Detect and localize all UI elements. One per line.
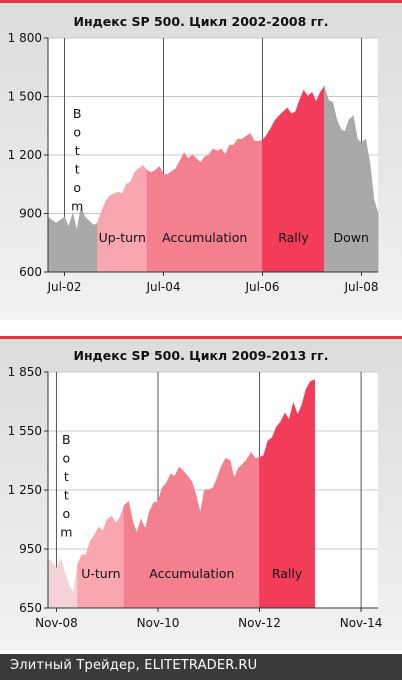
chart-title: Индекс SP 500. Цикл 2009-2013 гг. (74, 348, 329, 363)
phase-label-accumulation: Accumulation (162, 230, 247, 245)
chart-2002-2008: Индекс SP 500. Цикл 2002-2008 гг. B o t t o m U… (0, 0, 402, 320)
area-segment-rally (262, 85, 325, 273)
x-tick-label: Jul-08 (343, 280, 378, 294)
area-segment-up-turn (97, 165, 148, 273)
y-tick-label: 1 550 (8, 424, 42, 438)
x-tick-label: Nov-10 (137, 616, 180, 630)
x-tick-label: Jul-06 (244, 280, 279, 294)
x-tick-label: Nov-12 (238, 616, 281, 630)
phase-label-down: Down (333, 230, 368, 245)
x-tick-label: Jul-02 (46, 280, 81, 294)
accent-line (0, 0, 402, 3)
area-segment-rally (259, 379, 315, 609)
chart-title: Индекс SP 500. Цикл 2002-2008 гг. (74, 14, 329, 29)
y-tick-label: 950 (19, 542, 42, 556)
area-segment-down (323, 86, 379, 273)
chart-2009-2013: Индекс SP 500. Цикл 2009-2013 гг. B o t t o m U… (0, 336, 402, 650)
y-tick-label: 1 800 (8, 31, 42, 45)
footer-credit: Элитный Трейдер, ELITETRADER.RU (10, 658, 258, 673)
area-segment-bottom (47, 206, 98, 273)
phase-label-u-turn: U-turn (81, 566, 120, 581)
phase-label-rally: Rally (272, 566, 303, 581)
y-tick-label: 1 250 (8, 483, 42, 497)
phase-label-rally: Rally (278, 230, 309, 245)
y-tick-label: 1 200 (8, 148, 42, 162)
area-segment-accumulation (146, 132, 263, 273)
y-tick-label: 1 500 (8, 90, 42, 104)
y-tick-label: 600 (19, 265, 42, 279)
phase-label-accumulation: Accumulation (149, 566, 234, 581)
x-tick-label: Jul-04 (145, 280, 180, 294)
area-segment-accumulation (123, 451, 260, 609)
phase-label-up-turn: Up-turn (99, 230, 146, 245)
x-tick-label: Nov-14 (340, 616, 383, 630)
y-tick-label: 1 850 (8, 365, 42, 379)
y-tick-label: 650 (19, 601, 42, 615)
footer-bar: Элитный Трейдер, ELITETRADER.RU (0, 654, 402, 680)
accent-line (0, 336, 402, 339)
x-tick-label: Nov-08 (35, 616, 78, 630)
area-segment-u-turn (77, 505, 125, 609)
y-tick-label: 900 (19, 207, 42, 221)
